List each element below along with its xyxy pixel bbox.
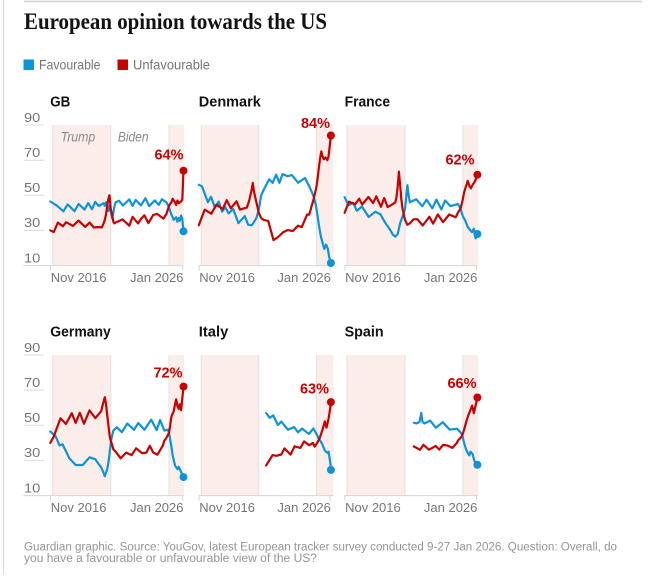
svg-text:Favourable: Favourable [39,57,101,73]
svg-text:64%: 64% [154,147,183,163]
svg-text:84%: 84% [301,116,330,132]
svg-text:90: 90 [24,340,40,355]
svg-text:Nov 2016: Nov 2016 [51,500,107,515]
svg-text:Jan 2026: Jan 2026 [130,500,184,515]
svg-text:66%: 66% [447,376,476,392]
svg-text:Nov 2016: Nov 2016 [51,270,107,285]
svg-text:63%: 63% [300,382,329,398]
svg-text:50: 50 [24,410,40,425]
svg-text:Jan 2026: Jan 2026 [277,500,331,515]
svg-text:10: 10 [24,480,40,495]
svg-text:Spain: Spain [345,324,384,340]
svg-text:Jan 2026: Jan 2026 [424,500,478,515]
svg-text:10: 10 [24,250,40,265]
svg-text:Biden: Biden [118,130,149,145]
svg-text:you have a favourable or unfav: you have a favourable or unfavourable vi… [24,553,317,565]
svg-text:Unfavourable: Unfavourable [133,57,210,73]
svg-text:Trump: Trump [61,130,96,145]
svg-text:70: 70 [24,145,40,160]
svg-text:European opinion towards the U: European opinion towards the US [24,9,327,34]
svg-text:Jan 2026: Jan 2026 [277,270,331,285]
svg-text:30: 30 [24,445,40,460]
svg-text:62%: 62% [445,152,474,168]
svg-text:Jan 2026: Jan 2026 [424,270,478,285]
svg-text:Nov 2016: Nov 2016 [199,270,255,285]
svg-text:90: 90 [24,110,40,125]
svg-text:Nov 2016: Nov 2016 [199,500,255,515]
svg-text:30: 30 [24,215,40,230]
svg-text:Jan 2026: Jan 2026 [130,270,184,285]
svg-text:France: France [345,94,391,110]
svg-text:Nov 2016: Nov 2016 [345,270,401,285]
svg-text:Italy: Italy [199,324,229,340]
svg-text:50: 50 [24,180,40,195]
svg-text:70: 70 [24,375,40,390]
svg-text:Denmark: Denmark [199,94,262,110]
svg-text:Guardian graphic. Source: YouG: Guardian graphic. Source: YouGov, latest… [24,542,617,554]
svg-text:72%: 72% [153,365,182,381]
svg-text:Nov 2016: Nov 2016 [345,500,401,515]
svg-text:GB: GB [50,94,70,110]
svg-text:Germany: Germany [50,324,111,340]
